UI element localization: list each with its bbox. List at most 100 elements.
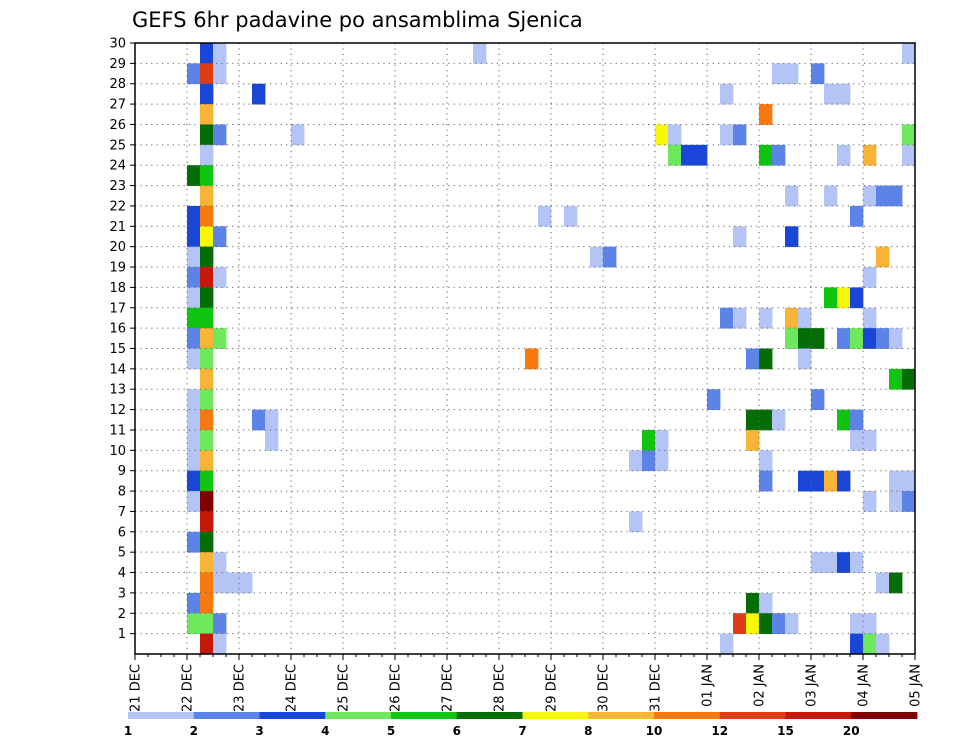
- heatmap-cell: [811, 63, 825, 85]
- y-tick-label: 14: [109, 362, 126, 377]
- x-tick-label: 21 DEC: [129, 664, 144, 712]
- x-tick-label: 27 DEC: [441, 664, 456, 712]
- heatmap-cell: [239, 572, 253, 594]
- heatmap-cell: [824, 185, 838, 207]
- heatmap-cell: [200, 63, 214, 85]
- y-tick-label: 20: [109, 240, 126, 255]
- plot-frame: [134, 42, 916, 655]
- heatmap-cell: [200, 307, 214, 329]
- heatmap-cell: [655, 124, 669, 146]
- heatmap-cell: [850, 328, 864, 349]
- heatmap-cell: [798, 328, 812, 349]
- heatmap-cell: [759, 592, 773, 614]
- heatmap-cell: [772, 63, 786, 85]
- heatmap-cell: [733, 226, 747, 248]
- heatmap-cell: [252, 409, 266, 431]
- legend-label: 12: [711, 724, 728, 738]
- heatmap-cell: [200, 246, 214, 268]
- heatmap-cell: [720, 83, 734, 105]
- heatmap-cell: [720, 124, 734, 146]
- heatmap-cell: [746, 592, 760, 614]
- y-tick-label: 22: [109, 199, 126, 214]
- heatmap-cell: [629, 450, 643, 472]
- x-tick-label: 04 JAN: [857, 664, 872, 707]
- heatmap-cell: [746, 613, 760, 635]
- x-tick-label: 28 DEC: [493, 664, 508, 712]
- x-tick-label: 23 DEC: [233, 664, 248, 712]
- y-tick-label: 24: [109, 159, 126, 174]
- heatmap-cell: [824, 552, 838, 573]
- heatmap-cell: [252, 83, 266, 105]
- heatmap-cell: [265, 429, 279, 451]
- y-tick-label: 7: [118, 505, 126, 520]
- heatmap-cell: [746, 429, 760, 451]
- x-tick-label: 03 JAN: [805, 664, 820, 707]
- y-tick-label: 13: [109, 383, 126, 398]
- legend-swatch: [719, 712, 786, 719]
- legend-label: 4: [321, 724, 329, 738]
- legend-label: 8: [584, 724, 592, 738]
- heatmap-cell: [759, 307, 773, 329]
- heatmap-cell: [200, 470, 214, 492]
- heatmap-cell: [200, 429, 214, 451]
- y-tick-label: 30: [109, 37, 126, 52]
- legend-label: 20: [843, 724, 860, 738]
- heatmap-cell: [824, 83, 838, 105]
- heatmap-cell: [902, 144, 916, 166]
- x-tick-label: 25 DEC: [337, 664, 352, 712]
- heatmap-cell: [200, 389, 214, 410]
- heatmap-cell: [733, 124, 747, 146]
- heatmap-cell: [200, 592, 214, 614]
- heatmap-cell: [213, 124, 227, 146]
- heatmap-cell: [902, 470, 916, 492]
- heatmap-cell: [889, 185, 903, 207]
- heatmap-cell: [798, 470, 812, 492]
- heatmap-cell: [759, 450, 773, 472]
- heatmap-cell: [798, 307, 812, 329]
- heatmap-cell: [876, 633, 890, 655]
- heatmap-cell: [681, 144, 695, 166]
- heatmap-cell: [200, 368, 214, 390]
- heatmap-cell: [200, 450, 214, 472]
- x-tick-label: 01 JAN: [701, 664, 716, 707]
- heatmap-cell: [655, 429, 669, 451]
- heatmap-cell: [187, 287, 201, 309]
- heatmap-cell: [707, 389, 721, 410]
- heatmap-cell: [187, 63, 201, 85]
- heatmap-cell: [720, 307, 734, 329]
- heatmap-cell: [187, 246, 201, 268]
- heatmap-cell: [200, 267, 214, 288]
- heatmap-cell: [187, 613, 201, 635]
- heatmap-cell: [187, 267, 201, 288]
- y-tick-label: 29: [109, 57, 126, 72]
- heatmap-cell: [863, 185, 877, 207]
- heatmap-cell: [746, 409, 760, 431]
- heatmap-cell: [213, 552, 227, 573]
- heatmap-cell: [863, 633, 877, 655]
- heatmap-cell: [759, 613, 773, 635]
- heatmap-cell: [837, 287, 851, 309]
- heatmap-cell: [850, 613, 864, 635]
- heatmap-cell: [889, 470, 903, 492]
- heatmap-cell: [889, 328, 903, 349]
- heatmap-cell: [837, 552, 851, 573]
- heatmap-cell: [850, 429, 864, 451]
- heatmap-cell: [187, 470, 201, 492]
- heatmap-cell: [785, 226, 799, 248]
- heatmap-cell: [863, 144, 877, 166]
- heatmap-cell: [785, 63, 799, 85]
- heatmap-cell: [876, 185, 890, 207]
- legend-label: 2: [190, 724, 198, 738]
- x-tick-label: 24 DEC: [285, 664, 300, 712]
- heatmap-cell: [213, 226, 227, 248]
- color-legend: 1 2 3 4 5 6 7 8 10 12 15 20: [124, 712, 918, 738]
- heatmap-cell: [824, 287, 838, 309]
- y-tick-label: 4: [118, 566, 126, 581]
- y-tick-label: 17: [109, 301, 126, 316]
- heatmap-cell: [200, 226, 214, 248]
- x-tick-label: 29 DEC: [545, 664, 560, 712]
- heatmap-cell: [187, 429, 201, 451]
- heatmap-cell: [668, 124, 682, 146]
- y-tick-label: 25: [109, 138, 126, 153]
